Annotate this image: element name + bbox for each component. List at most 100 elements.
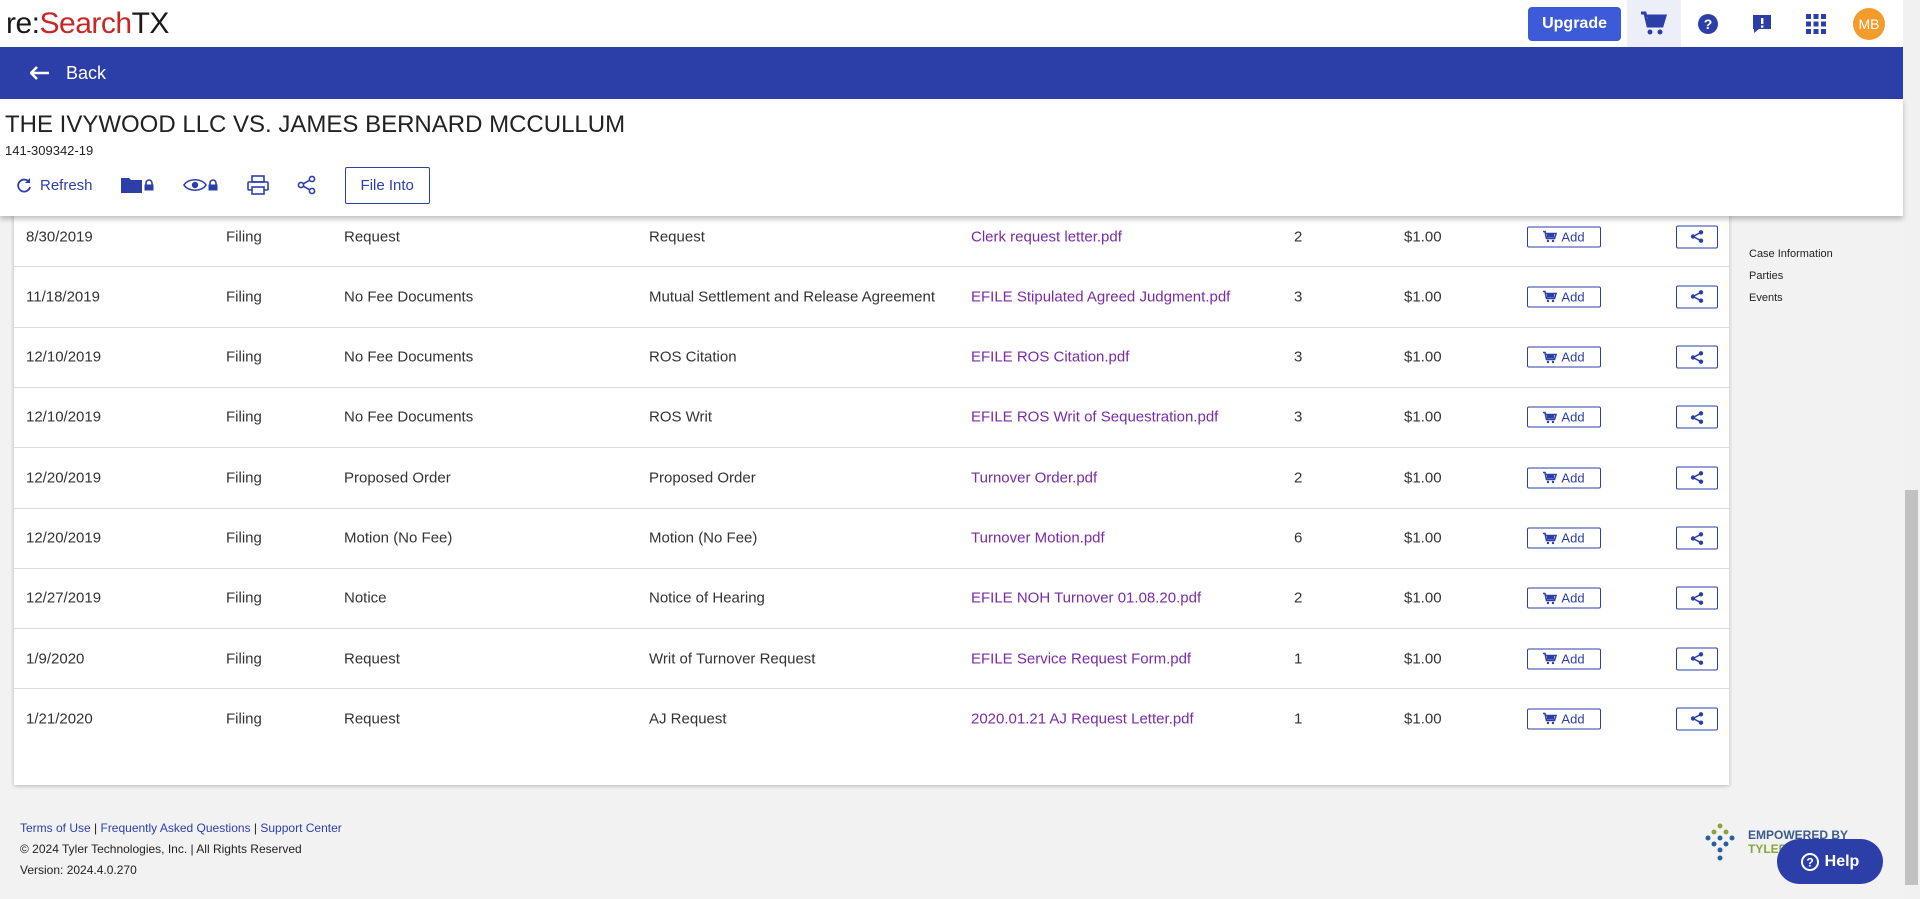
document-link[interactable]: Turnover Order.pdf — [971, 469, 1098, 487]
cell-category: No Fee Documents — [344, 288, 474, 306]
share-document-button[interactable] — [1676, 405, 1718, 429]
cell-type: Filing — [226, 408, 262, 426]
cell-price: $1.00 — [1404, 228, 1442, 245]
version: Version: 2024.4.0.270 — [20, 863, 137, 877]
svg-text:?: ? — [1704, 16, 1713, 32]
share-document-button[interactable] — [1676, 225, 1718, 248]
scrollbar-thumb[interactable] — [1905, 490, 1918, 885]
user-avatar[interactable]: MB — [1853, 7, 1885, 40]
footer-links: Terms of Use | Frequently Asked Question… — [20, 821, 342, 835]
folder-icon — [120, 178, 142, 193]
cell-date: 1/21/2020 — [26, 710, 93, 728]
cell-date: 11/18/2019 — [26, 288, 100, 306]
cell-type: Filing — [226, 348, 262, 366]
printer-icon — [246, 175, 269, 195]
cart-icon — [1543, 411, 1558, 424]
share-document-button[interactable] — [1676, 647, 1718, 671]
side-nav-events[interactable]: Events — [1749, 292, 1783, 304]
table-row: 1/9/2020 Filing Request Writ of Turnover Re… — [14, 628, 1729, 688]
cell-pages: 2 — [1294, 469, 1303, 487]
case-title: THE IVYWOOD LLC VS. JAMES BERNARD MCCULL… — [5, 111, 626, 138]
share-icon — [1690, 652, 1704, 665]
share-document-button[interactable] — [1676, 466, 1718, 490]
upgrade-button[interactable]: Upgrade — [1528, 6, 1621, 41]
save-to-folder-button[interactable] — [120, 176, 155, 194]
document-link[interactable]: Clerk request letter.pdf — [971, 228, 1122, 245]
document-link[interactable]: EFILE Service Request Form.pdf — [971, 650, 1192, 668]
add-to-cart-button[interactable]: Add — [1527, 406, 1601, 428]
terms-link[interactable]: Terms of Use — [20, 821, 91, 835]
cart-icon — [1543, 532, 1558, 544]
table-row: 12/27/2019 Filing Notice Notice of Hearing E… — [14, 567, 1729, 628]
case-actions: Refresh File Into — [16, 166, 430, 204]
share-case-button[interactable] — [297, 175, 317, 195]
add-to-cart-button[interactable]: Add — [1527, 286, 1601, 308]
add-to-cart-button[interactable]: Add — [1527, 226, 1601, 247]
cart-icon — [1543, 592, 1558, 604]
cell-pages: 6 — [1294, 529, 1303, 547]
cell-price: $1.00 — [1404, 408, 1442, 426]
share-document-button[interactable] — [1676, 586, 1718, 610]
cell-price: $1.00 — [1404, 288, 1442, 306]
cell-date: 12/20/2019 — [26, 529, 102, 547]
feedback-icon[interactable] — [1735, 0, 1789, 47]
cell-description: Mutual Settlement and Release Agreement — [649, 288, 936, 306]
add-to-cart-button[interactable]: Add — [1527, 527, 1601, 549]
document-link[interactable]: EFILE NOH Turnover 01.08.20.pdf — [971, 589, 1202, 607]
support-link[interactable]: Support Center — [260, 821, 342, 835]
back-arrow-icon[interactable] — [29, 60, 50, 86]
cell-date: 12/27/2019 — [26, 589, 102, 607]
table-row: 11/18/2019 Filing No Fee Documents Mutual S… — [14, 266, 1729, 326]
add-label: Add — [1561, 530, 1585, 546]
add-label: Add — [1561, 470, 1585, 486]
add-to-cart-button[interactable]: Add — [1527, 467, 1601, 489]
cell-type: Filing — [226, 529, 262, 547]
cart-icon[interactable] — [1627, 0, 1681, 47]
cell-description: AJ Request — [649, 710, 727, 728]
share-document-button[interactable] — [1676, 345, 1718, 369]
share-document-button[interactable] — [1676, 285, 1718, 309]
cell-pages: 3 — [1294, 288, 1303, 306]
share-document-button[interactable] — [1676, 707, 1718, 731]
document-link[interactable]: EFILE ROS Citation.pdf — [971, 348, 1130, 366]
faq-link[interactable]: Frequently Asked Questions — [100, 821, 251, 835]
help-circle-icon[interactable]: ? — [1681, 0, 1735, 47]
print-button[interactable] — [246, 175, 269, 195]
cell-type: Filing — [226, 228, 262, 245]
share-document-button[interactable] — [1676, 526, 1718, 550]
lock-icon — [208, 179, 218, 191]
watch-button[interactable] — [182, 177, 219, 193]
cell-price: $1.00 — [1404, 710, 1442, 728]
share-icon — [1690, 471, 1704, 485]
cell-description: Motion (No Fee) — [649, 529, 758, 547]
apps-grid-icon[interactable] — [1789, 0, 1843, 47]
refresh-label: Refresh — [40, 176, 93, 194]
add-label: Add — [1561, 590, 1585, 606]
add-to-cart-button[interactable]: Add — [1527, 346, 1601, 368]
add-label: Add — [1561, 289, 1585, 305]
add-to-cart-button[interactable]: Add — [1527, 587, 1601, 609]
add-to-cart-button[interactable]: Add — [1527, 648, 1601, 670]
document-link[interactable]: EFILE ROS Writ of Sequestration.pdf — [971, 408, 1219, 426]
side-nav-parties[interactable]: Parties — [1749, 270, 1784, 282]
table-row: 12/20/2019 Filing Motion (No Fee) Motion (N… — [14, 507, 1729, 568]
app-logo[interactable]: re:SearchTX — [6, 7, 169, 41]
document-link[interactable]: Turnover Motion.pdf — [971, 529, 1105, 547]
top-right-controls: Upgrade ? MB — [1528, 0, 1897, 47]
document-link[interactable]: EFILE Stipulated Agreed Judgment.pdf — [971, 288, 1231, 306]
cell-price: $1.00 — [1404, 348, 1442, 366]
back-link[interactable]: Back — [66, 62, 107, 83]
cell-type: Filing — [226, 469, 262, 487]
file-into-button[interactable]: File Into — [344, 166, 430, 204]
cell-category: Request — [344, 710, 400, 728]
top-bar: re:SearchTX Upgrade ? MB — [0, 0, 1903, 47]
document-link[interactable]: 2020.01.21 AJ Request Letter.pdf — [971, 710, 1194, 728]
cell-pages: 2 — [1294, 228, 1303, 245]
help-button[interactable]: ? Help — [1777, 839, 1883, 884]
help-label: Help — [1824, 852, 1860, 870]
refresh-button[interactable]: Refresh — [16, 177, 93, 194]
table-row: 12/10/2019 Filing No Fee Documents ROS Writ… — [14, 386, 1729, 447]
side-nav-case-information[interactable]: Case Information — [1749, 248, 1833, 260]
cell-type: Filing — [226, 288, 262, 306]
add-to-cart-button[interactable]: Add — [1527, 708, 1601, 730]
